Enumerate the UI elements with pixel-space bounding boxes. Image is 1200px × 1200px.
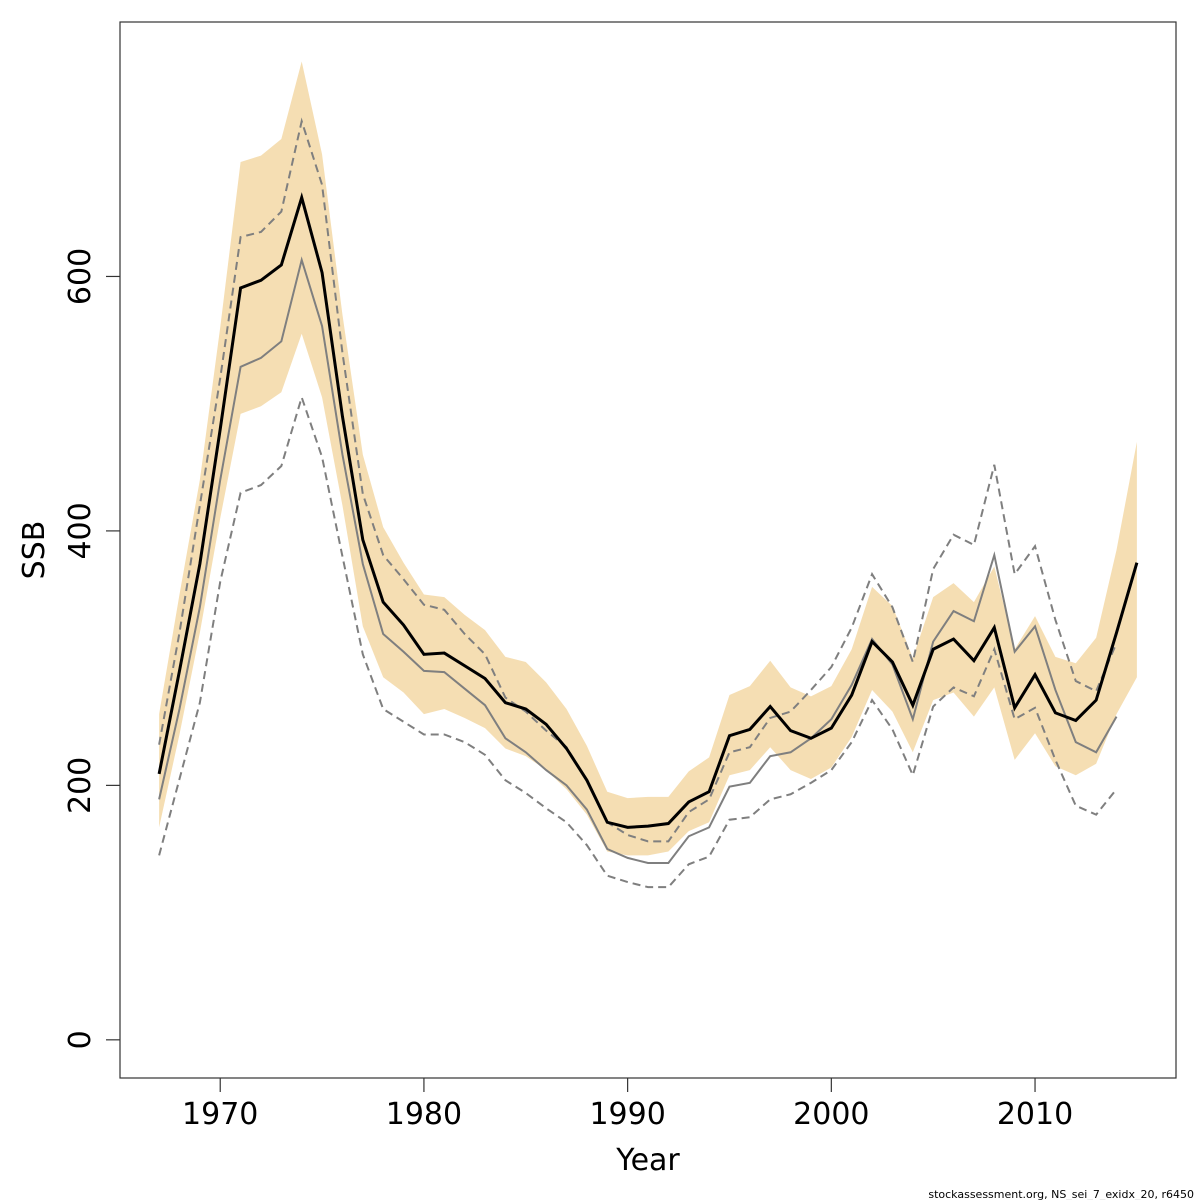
y-axis-title: SSB xyxy=(17,521,52,580)
series-line xyxy=(158,256,1118,864)
x-axis-title: Year xyxy=(615,1143,680,1178)
series-line xyxy=(157,192,1139,829)
y-tick-label: 200 xyxy=(63,757,98,814)
x-tick-label: 2000 xyxy=(793,1097,869,1132)
y-tick-label: 400 xyxy=(63,502,98,559)
x-tick-label: 1980 xyxy=(386,1097,462,1132)
x-tick-label: 1970 xyxy=(182,1097,258,1132)
x-tick-label: 2010 xyxy=(997,1097,1073,1132)
x-tick-label: 1990 xyxy=(589,1097,665,1132)
y-tick-label: 0 xyxy=(63,1030,98,1049)
plot-box xyxy=(119,21,1177,1079)
footer: stockassessment.org, NS_sei_7_exidx_20, … xyxy=(928,1188,1194,1200)
confidence-band xyxy=(159,61,1137,856)
series-line xyxy=(158,117,1118,843)
series-line xyxy=(158,394,1118,889)
y-tick-label: 600 xyxy=(63,248,98,305)
